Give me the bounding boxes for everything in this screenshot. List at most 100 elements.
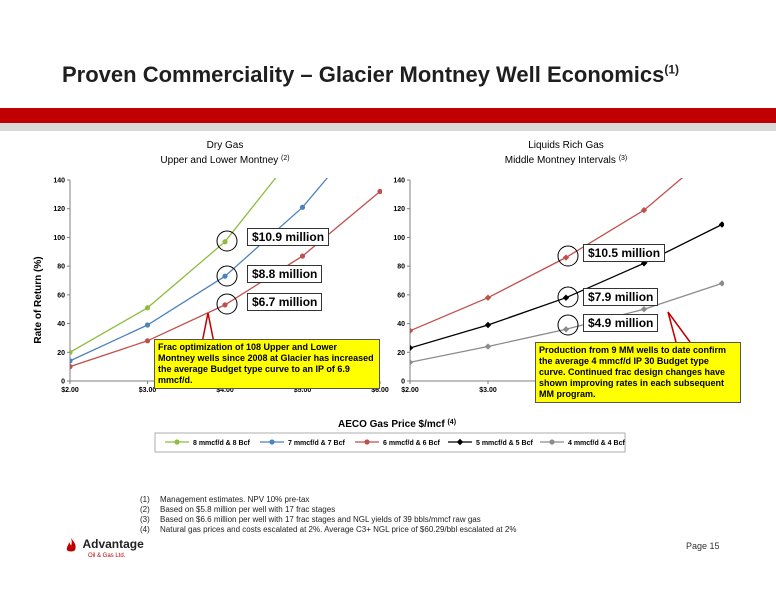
chart-liquids-data-point bbox=[640, 206, 648, 214]
dry-callout-6: $6.7 million bbox=[247, 293, 323, 311]
chart-dry-x-tick-label: $5.00 bbox=[294, 387, 312, 394]
callout-circle bbox=[216, 265, 238, 287]
liquids-note-arrow bbox=[667, 311, 691, 343]
chart-dry-data-point bbox=[144, 338, 151, 344]
chart-liquids-data-point bbox=[640, 306, 648, 313]
liquids-callout-4: $4.9 million bbox=[583, 314, 659, 332]
chart-dry-data-point bbox=[377, 188, 382, 195]
chart-liquids-series-2 bbox=[410, 280, 724, 366]
page-title-text: Proven Commerciality – Glacier Montney W… bbox=[62, 62, 665, 87]
chart-liquids-data-point bbox=[562, 326, 570, 333]
chart-dry-y-tick-label: 0 bbox=[61, 379, 65, 386]
legend-item-1: 7 mmcf/d & 7 Bcf bbox=[288, 440, 345, 447]
callout-circle bbox=[557, 286, 579, 308]
footnote-1: (1) Management estimates. NPV 10% pre-tax bbox=[140, 495, 516, 505]
chart-liquids-y-tick-label: 20 bbox=[397, 350, 405, 357]
dry-callout-7: $8.8 million bbox=[247, 265, 323, 283]
chart-dry-data-point bbox=[70, 349, 73, 355]
chart-dry-data-point bbox=[70, 364, 73, 370]
chart-liquids-subtitle: Middle Montney Intervals (3) bbox=[505, 155, 628, 166]
chart-dry-data-point bbox=[377, 34, 382, 39]
legend-item-0: 8 mmcf/d & 8 Bcf bbox=[193, 440, 250, 447]
chart-liquids-y-tick-label: 100 bbox=[393, 235, 405, 242]
liquids-callout-6: $10.5 million bbox=[583, 244, 666, 262]
page-title-footnote: (1) bbox=[664, 62, 680, 77]
chart-dry-subtitle-footnote: (2) bbox=[281, 155, 290, 162]
footnote-4-number: (4) bbox=[140, 525, 150, 534]
chart-liquids-y-tick-label: 0 bbox=[401, 379, 405, 386]
chart-liquids-data-point bbox=[718, 280, 724, 287]
legend-marker bbox=[456, 438, 464, 446]
chart-liquids-data-point bbox=[562, 254, 570, 261]
chart-liquids-data-point bbox=[484, 343, 492, 350]
footnote-4-text: Natural gas prices and costs escalated a… bbox=[160, 525, 517, 534]
footnote-3: (3) Based on $6.6 million per well with 1… bbox=[140, 515, 516, 525]
flame-icon bbox=[66, 538, 76, 552]
chart-liquids-x-tick-label: $3.00 bbox=[479, 387, 497, 394]
footnote-3-text: Based on $6.6 million per well with 17 f… bbox=[160, 515, 481, 524]
chart-liquids-data-point bbox=[562, 294, 570, 301]
chart-liquids-data-point bbox=[719, 141, 725, 147]
footnotes: (1) Management estimates. NPV 10% pre-tax… bbox=[140, 495, 516, 535]
chart-dry-data-point bbox=[299, 204, 306, 210]
chart-dry-data-point bbox=[377, 113, 382, 118]
chart-dry-data-point bbox=[222, 239, 228, 245]
chart-liquids-data-point bbox=[484, 321, 492, 329]
header-red-bar bbox=[0, 108, 776, 123]
footnote-1-number: (1) bbox=[140, 495, 150, 504]
chart-liquids-y-tick-label: 60 bbox=[397, 292, 405, 299]
dry-note-arrow bbox=[201, 312, 215, 344]
x-axis-label: AECO Gas Price $/mcf (4) bbox=[338, 419, 456, 430]
footnote-2: (2) Based on $5.8 million per well with 1… bbox=[140, 505, 516, 515]
callout-circle bbox=[557, 314, 579, 336]
chart-liquids-series-0 bbox=[410, 141, 725, 334]
chart-dry-y-tick-label: 100 bbox=[53, 235, 65, 242]
chart-dry-y-tick-label: 40 bbox=[57, 321, 65, 328]
legend-item-4: 4 mmcf/d & 4 Bcf bbox=[568, 440, 625, 447]
footnote-3-number: (3) bbox=[140, 515, 150, 524]
chart-dry-data-point bbox=[222, 302, 228, 308]
chart-dry-series-1 bbox=[70, 113, 382, 364]
chart-dry-y-tick-label: 120 bbox=[53, 206, 65, 213]
chart-dry-x-tick-label: $6.00 bbox=[371, 387, 389, 394]
chart-dry-y-tick-label: 140 bbox=[53, 178, 65, 185]
legend-marker bbox=[549, 439, 555, 445]
footnote-2-text: Based on $5.8 million per well with 17 f… bbox=[160, 505, 336, 514]
callout-circle bbox=[216, 293, 238, 315]
company-logo: Advantage Oil & Gas Ltd. bbox=[64, 535, 144, 559]
legend-marker bbox=[174, 439, 180, 445]
callout-circle bbox=[557, 245, 579, 267]
chart-liquids-data-point bbox=[484, 294, 492, 301]
chart-dry-subtitle: Upper and Lower Montney (2) bbox=[160, 155, 289, 166]
footnote-1-text: Management estimates. NPV 10% pre-tax bbox=[160, 495, 310, 504]
chart-liquids-title: Liquids Rich Gas bbox=[528, 140, 604, 151]
legend-marker bbox=[364, 439, 370, 445]
logo-name: Advantage bbox=[82, 537, 144, 551]
legend-item-3: 5 mmcf/d & 5 Bcf bbox=[476, 440, 533, 447]
chart-dry-y-tick-label: 20 bbox=[57, 350, 65, 357]
chart-dry-y-tick-label: 60 bbox=[57, 292, 65, 299]
chart-liquids-y-tick-label: 120 bbox=[393, 206, 405, 213]
chart-dry-data-point bbox=[70, 358, 73, 364]
chart-liquids-data-point bbox=[410, 359, 414, 366]
chart-liquids-subtitle-footnote: (3) bbox=[619, 155, 628, 162]
x-axis-label-footnote: (4) bbox=[447, 419, 456, 426]
chart-dry-data-point bbox=[300, 142, 305, 147]
callout-circle bbox=[216, 230, 238, 252]
chart-dry-series-line bbox=[70, 178, 329, 362]
chart-dry-x-tick-label: $3.00 bbox=[139, 387, 157, 394]
page-title: Proven Commerciality – Glacier Montney W… bbox=[62, 62, 679, 88]
chart-dry-y-tick-label: 80 bbox=[57, 264, 65, 271]
chart-dry-x-tick-label: $2.00 bbox=[61, 387, 79, 394]
footnote-2-number: (2) bbox=[140, 505, 150, 514]
chart-dry-data-point bbox=[222, 273, 228, 279]
chart-dry-data-point bbox=[299, 253, 306, 259]
chart-liquids-y-tick-label: 140 bbox=[393, 178, 405, 185]
chart-dry-x-tick-label: $4.00 bbox=[216, 387, 234, 394]
legend-marker bbox=[269, 439, 275, 445]
legend-box bbox=[154, 432, 626, 453]
chart-liquids-x-tick-label: $2.00 bbox=[401, 387, 419, 394]
logo-subtitle: Oil & Gas Ltd. bbox=[88, 553, 126, 559]
dry-note: Frac optimization of 108 Upper and Lower… bbox=[154, 339, 380, 389]
chart-dry-data-point bbox=[144, 322, 151, 328]
